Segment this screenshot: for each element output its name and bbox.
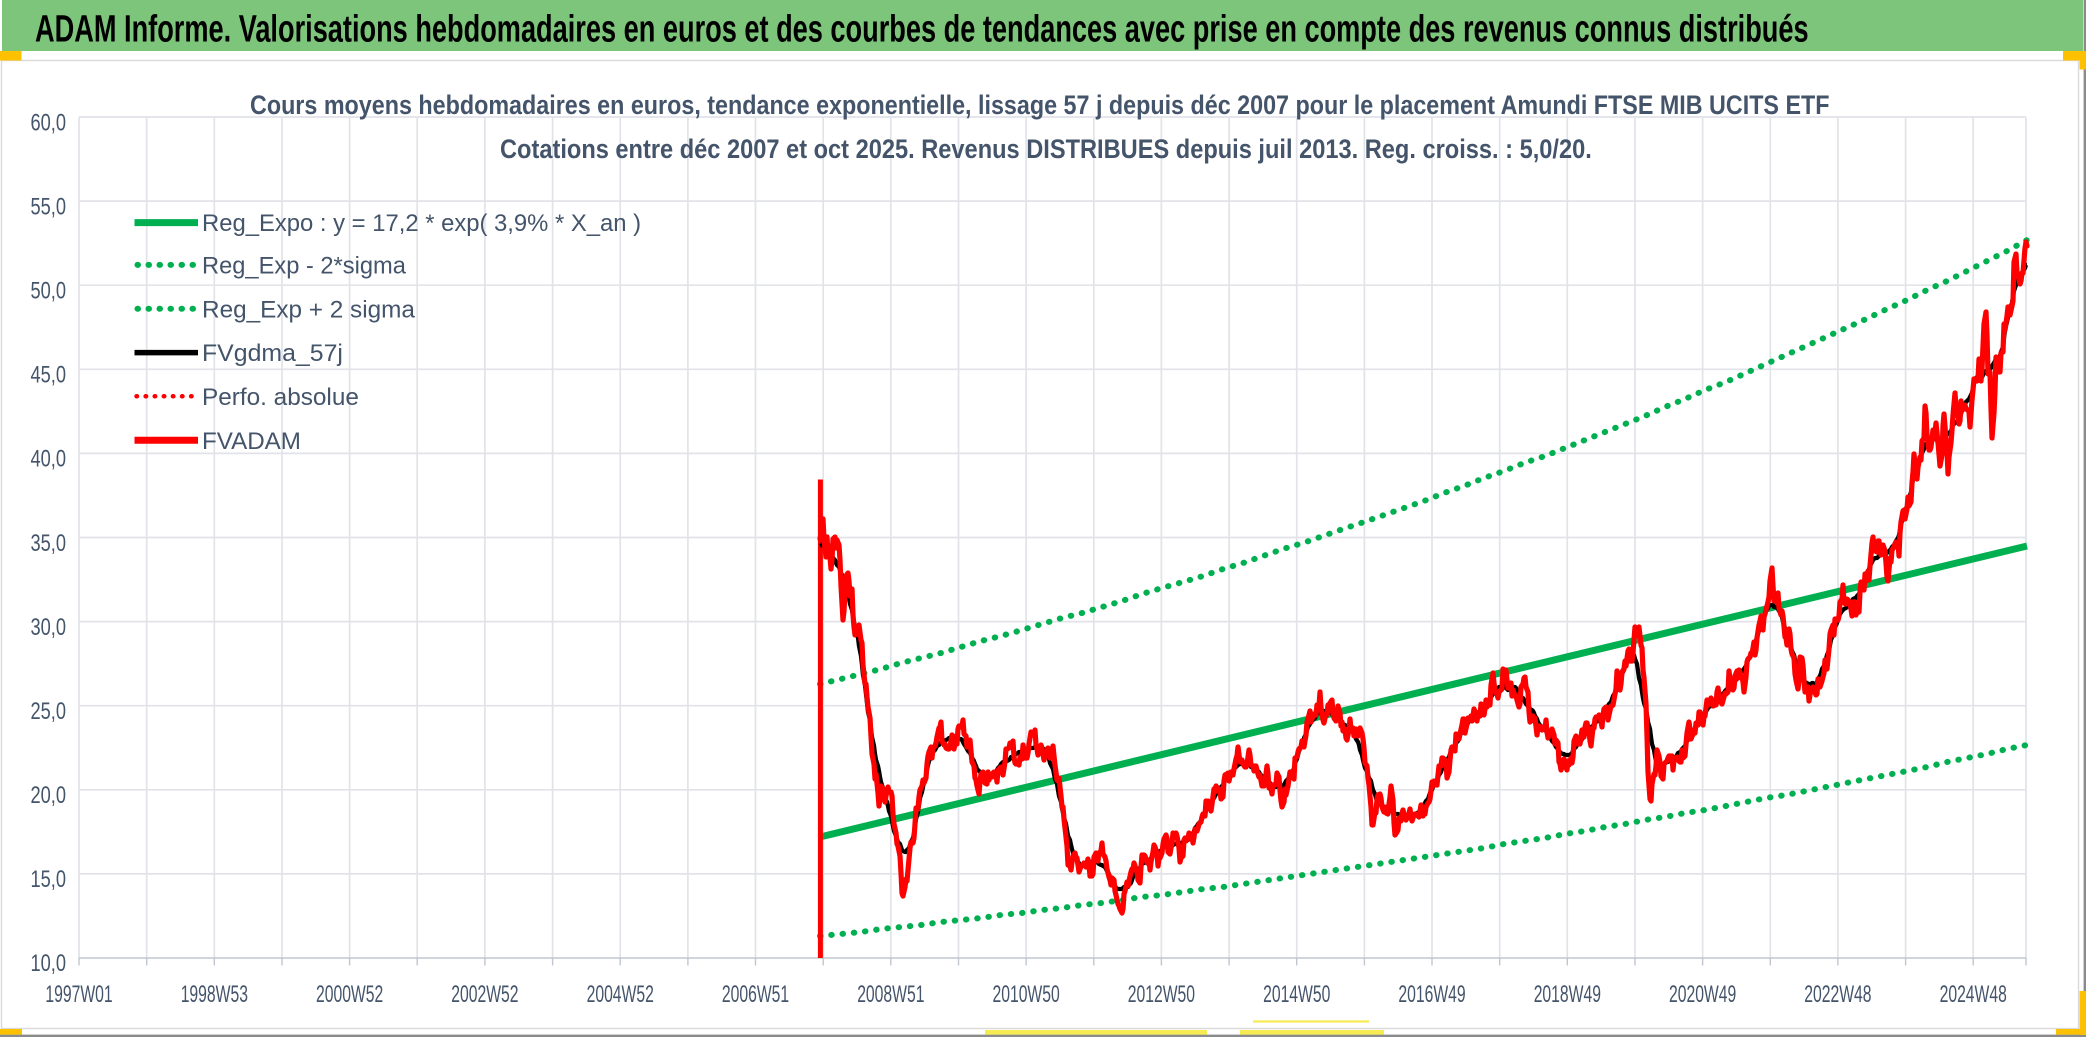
svg-text:Cours moyens hebdomadaires en: Cours moyens hebdomadaires en euros, ten… — [250, 90, 1829, 120]
svg-text:20,0: 20,0 — [31, 782, 67, 809]
svg-text:2006W51: 2006W51 — [722, 982, 789, 1008]
svg-text:2020W49: 2020W49 — [1669, 982, 1736, 1008]
svg-text:FVADAM: FVADAM — [202, 428, 301, 455]
svg-text:Reg_Exp - 2*sigma: Reg_Exp - 2*sigma — [202, 252, 407, 279]
svg-text:2002W52: 2002W52 — [451, 982, 518, 1008]
svg-text:55,0: 55,0 — [31, 193, 67, 220]
svg-text:Reg_Expo : y = 17,2 * exp( 3,9: Reg_Expo : y = 17,2 * exp( 3,9% * X_an ) — [202, 210, 641, 237]
svg-text:2010W50: 2010W50 — [993, 982, 1060, 1008]
svg-text:60,0: 60,0 — [31, 109, 67, 136]
svg-text:FVgdma_57j: FVgdma_57j — [202, 340, 343, 367]
svg-text:2000W52: 2000W52 — [316, 982, 383, 1008]
svg-text:2014W50: 2014W50 — [1263, 982, 1330, 1008]
svg-text:2024W48: 2024W48 — [1940, 982, 2007, 1008]
svg-text:2018W49: 2018W49 — [1534, 982, 1601, 1008]
svg-text:Reg_Exp + 2 sigma: Reg_Exp + 2 sigma — [202, 296, 415, 323]
svg-text:ADAM Informe. Valorisations he: ADAM Informe. Valorisations hebdomadaire… — [35, 7, 1809, 50]
svg-text:2004W52: 2004W52 — [587, 982, 654, 1008]
svg-text:2008W51: 2008W51 — [857, 982, 924, 1008]
svg-text:40,0: 40,0 — [31, 445, 67, 472]
svg-text:2022W48: 2022W48 — [1804, 982, 1871, 1008]
svg-text:30,0: 30,0 — [31, 613, 67, 640]
svg-text:10,0: 10,0 — [31, 950, 67, 977]
svg-text:50,0: 50,0 — [31, 277, 67, 304]
svg-text:1997W01: 1997W01 — [45, 982, 112, 1008]
svg-text:2016W49: 2016W49 — [1398, 982, 1465, 1008]
svg-text:2012W50: 2012W50 — [1128, 982, 1195, 1008]
svg-text:15,0: 15,0 — [31, 866, 67, 893]
svg-text:25,0: 25,0 — [31, 698, 67, 725]
svg-text:Cotations entre déc 2007 et oc: Cotations entre déc 2007 et oct 2025. Re… — [500, 135, 1592, 165]
svg-text:Perfo. absolue: Perfo. absolue — [202, 384, 359, 411]
svg-text:1998W53: 1998W53 — [181, 982, 248, 1008]
svg-text:35,0: 35,0 — [31, 529, 67, 556]
svg-text:45,0: 45,0 — [31, 361, 67, 388]
